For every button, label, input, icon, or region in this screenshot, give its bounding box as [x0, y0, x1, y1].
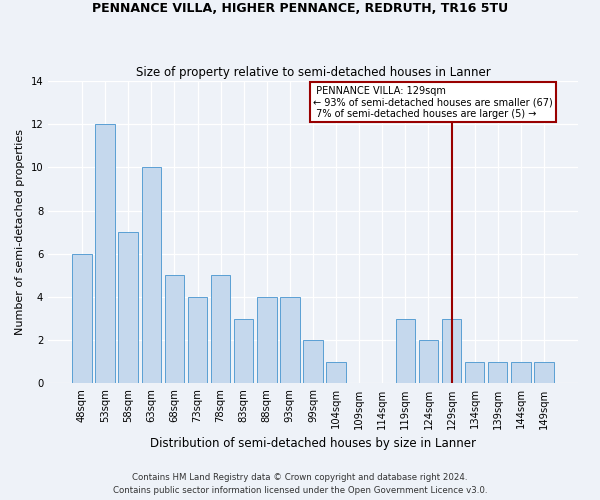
Text: Contains HM Land Registry data © Crown copyright and database right 2024.
Contai: Contains HM Land Registry data © Crown c… — [113, 474, 487, 495]
Bar — [442, 318, 461, 384]
Bar — [257, 297, 277, 384]
Y-axis label: Number of semi-detached properties: Number of semi-detached properties — [15, 129, 25, 335]
Bar — [326, 362, 346, 384]
Bar — [118, 232, 138, 384]
X-axis label: Distribution of semi-detached houses by size in Lanner: Distribution of semi-detached houses by … — [150, 437, 476, 450]
Bar — [465, 362, 484, 384]
Bar — [188, 297, 208, 384]
Bar — [95, 124, 115, 384]
Bar — [164, 276, 184, 384]
Bar — [280, 297, 299, 384]
Bar — [488, 362, 508, 384]
Title: Size of property relative to semi-detached houses in Lanner: Size of property relative to semi-detach… — [136, 66, 490, 78]
Bar — [303, 340, 323, 384]
Text: PENNANCE VILLA, HIGHER PENNANCE, REDRUTH, TR16 5TU: PENNANCE VILLA, HIGHER PENNANCE, REDRUTH… — [92, 2, 508, 16]
Text: PENNANCE VILLA: 129sqm
← 93% of semi-detached houses are smaller (67)
 7% of sem: PENNANCE VILLA: 129sqm ← 93% of semi-det… — [313, 86, 553, 119]
Bar — [234, 318, 253, 384]
Bar — [211, 276, 230, 384]
Bar — [142, 168, 161, 384]
Bar — [419, 340, 438, 384]
Bar — [395, 318, 415, 384]
Bar — [72, 254, 92, 384]
Bar — [511, 362, 530, 384]
Bar — [534, 362, 554, 384]
